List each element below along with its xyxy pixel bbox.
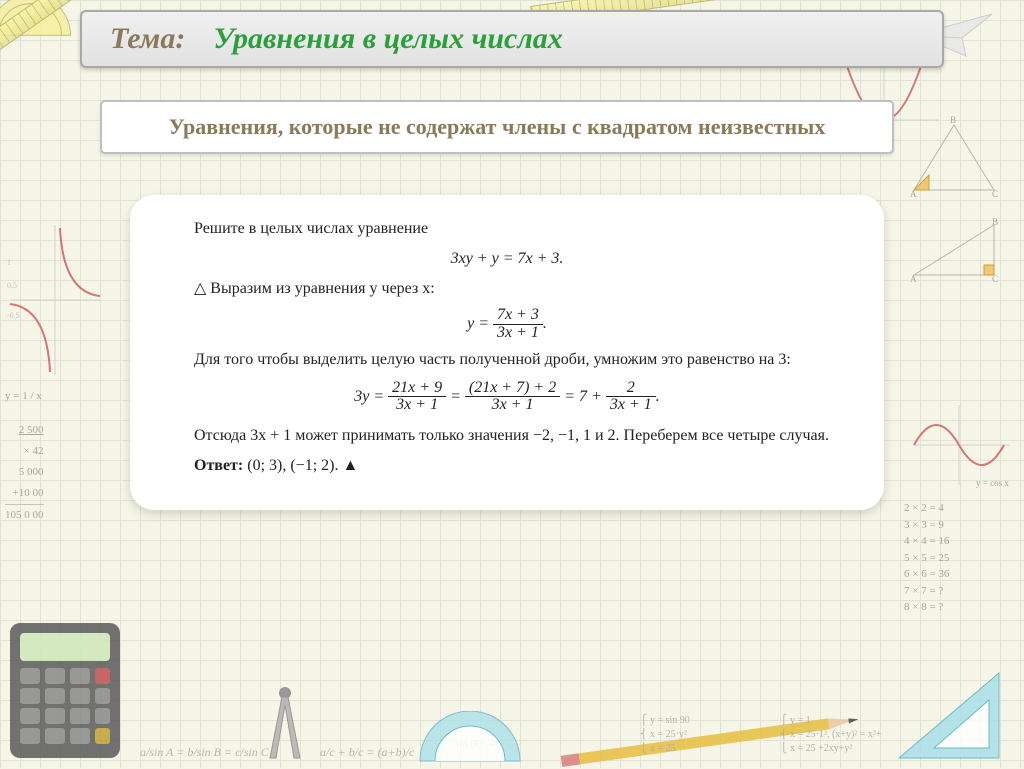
formula-3y: 3y = 21x + 9 3x + 1 = (21x + 7) + 2 3x +… [162, 380, 852, 415]
frac2b-num: (21x + 7) + 2 [465, 380, 560, 398]
calculator-icon [5, 618, 125, 763]
hyperbola-icon: 1 0.5 -0.5 [5, 220, 105, 380]
sum-line: 5 000 [5, 462, 44, 483]
step1-label: △ Выразим из уравнения y через x: [194, 280, 435, 297]
triangle-small-icon: A C B [904, 215, 1004, 285]
svg-text:1: 1 [7, 258, 11, 267]
eq-line: ⎧ y = 1 [780, 714, 882, 728]
sum-line: +10 00 [5, 483, 44, 505]
eq-mid: = [450, 388, 465, 405]
frac2b-den: 3x + 1 [465, 397, 560, 414]
mul-line: 5 × 5 = 25 [904, 550, 1014, 567]
mul-line: 6 × 6 = 36 [904, 566, 1014, 583]
period: . [543, 315, 547, 332]
svg-text:y = cos x: y = cos x [976, 478, 1009, 488]
frac1-den: 3x + 1 [493, 325, 543, 342]
mul-line: 7 × 7 = ? [904, 583, 1014, 600]
svg-text:A: A [910, 274, 917, 284]
arithmetic-sum: 2 500 × 42 5 000 +10 00 105 0 00 [5, 420, 44, 525]
multiplication-table: 2 × 2 = 4 3 × 3 = 9 4 × 4 = 16 5 × 5 = 2… [904, 500, 1014, 616]
title-subject: Уравнения в целых числах [213, 22, 562, 55]
svg-text:C: C [992, 189, 998, 199]
triangle-diagram-icon: A C B [904, 115, 1004, 200]
frac1-num: 7x + 3 [493, 307, 543, 325]
sine-rule-label: a/sin A = b/sin B = c/sin C [140, 745, 269, 760]
problem-prompt: Решите в целых числах уравнение [162, 217, 852, 241]
eq-line: ⎧ y = sin 90 [640, 714, 690, 728]
protractor-bottom-icon [415, 711, 525, 766]
fraction-rule-label: a/c + b/c = (a+b)/c [320, 745, 414, 760]
frac2c-num: 2 [606, 380, 656, 398]
svg-text:0.5: 0.5 [7, 281, 17, 290]
eq-line: ⎨ x = 25·1², (x+y)² = x²+ [780, 728, 882, 742]
eq-line: ⎨ x = 25·y² [640, 728, 690, 742]
frac2a-den: 3x + 1 [388, 397, 446, 414]
mul-line: 2 × 2 = 4 [904, 500, 1014, 517]
answer-value: (0; 3), (−1; 2). ▲ [243, 457, 358, 474]
period: . [656, 388, 660, 405]
sum-line: 105 0 00 [5, 505, 44, 526]
frac2c-den: 3x + 1 [606, 397, 656, 414]
answer-label: Ответ: [194, 457, 243, 474]
eq-line: ⎩ x = 25 +2xy+y² [780, 742, 882, 756]
svg-text:A: A [910, 189, 917, 199]
sum-line: 2 500 [5, 420, 44, 441]
fraction-2c: 2 3x + 1 [606, 380, 656, 415]
set-square-icon [894, 668, 1004, 763]
frac2a-num: 21x + 9 [388, 380, 446, 398]
equation-system-2: ⎧ y = 1 ⎨ x = 25·1², (x+y)² = x²+ ⎩ x = … [780, 714, 882, 756]
eq-line: ⎩ x = 25 [640, 742, 690, 756]
lhs-3y: 3y = [354, 388, 388, 405]
problem-equation: 3xy + y = 7x + 3. [162, 247, 852, 271]
formula-y: y = 7x + 3 3x + 1 . [162, 307, 852, 342]
title-banner: Тема: Уравнения в целых числах [80, 10, 944, 68]
svg-text:C: C [992, 274, 998, 284]
fraction-2b: (21x + 7) + 2 3x + 1 [465, 380, 560, 415]
title-label: Тема: [110, 22, 185, 55]
mul-line: 3 × 3 = 9 [904, 517, 1014, 534]
y-equals: y = [467, 315, 493, 332]
svg-text:-0.5: -0.5 [7, 311, 20, 320]
content-card: Решите в целых числах уравнение 3xy + y … [130, 195, 884, 510]
sum-line: × 42 [5, 441, 44, 462]
svg-text:B: B [992, 217, 998, 227]
y-inverse-label: y = 1 / x [5, 390, 42, 402]
mul-line: 8 × 8 = ? [904, 599, 1014, 616]
step2: Для того чтобы выделить целую часть полу… [162, 348, 852, 372]
fraction-2a: 21x + 9 3x + 1 [388, 380, 446, 415]
step3: Отсюда 3x + 1 может принимать только зна… [162, 424, 852, 448]
subtitle-banner: Уравнения, которые не содержат члены с к… [100, 100, 894, 154]
answer-line: Ответ: (0; 3), (−1; 2). ▲ [162, 454, 852, 478]
eq-tail: = 7 + [564, 388, 606, 405]
svg-text:B: B [950, 115, 956, 125]
step1: △ Выразим из уравнения y через x: [162, 277, 852, 301]
cosine-graph-icon: y = cos x [904, 400, 1014, 490]
mul-line: 4 × 4 = 16 [904, 533, 1014, 550]
equation-system-1: ⎧ y = sin 90 ⎨ x = 25·y² ⎩ x = 25 [640, 714, 690, 756]
fraction-1: 7x + 3 3x + 1 [493, 307, 543, 342]
compass-icon [260, 683, 310, 763]
